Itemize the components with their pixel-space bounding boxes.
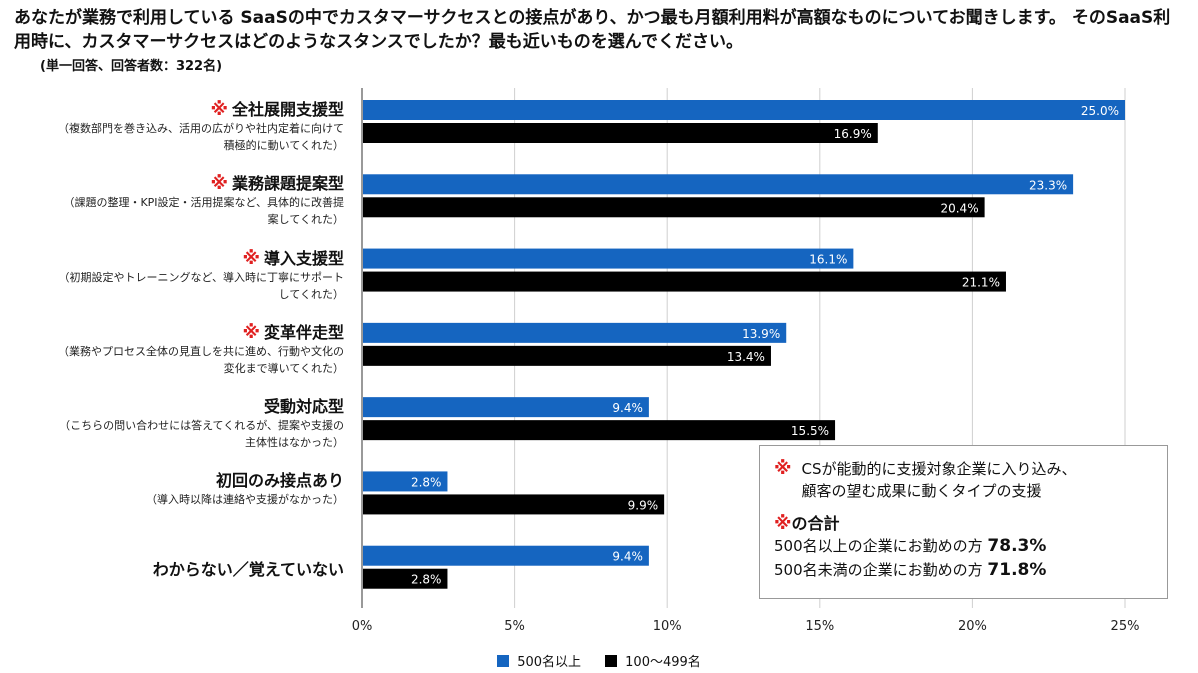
- category-mark-3: ※: [242, 321, 260, 343]
- chart-title: あなたが業務で利用している SaaSの中でカスタマーサクセスとの接点があり、かつ…: [14, 8, 1171, 52]
- x-tick-label-20: 20%: [958, 619, 987, 634]
- category-desc-0: （複数部門を巻き込み、活用の広がりや社内定着に向けて積極的に動いてくれた）: [58, 122, 344, 152]
- legend-label-large: 500名以上: [517, 655, 582, 670]
- bar-1-4: [363, 420, 836, 441]
- legend: 500名以上 100〜499名: [0, 651, 1198, 671]
- note-small-label: 500名未満の企業にお勤めの方: [774, 561, 983, 579]
- data-label-1-0: 16.9%: [834, 127, 872, 141]
- data-label-0-6: 9.4%: [612, 550, 643, 564]
- category-mark-2: ※: [242, 247, 260, 269]
- data-label-0-5: 2.8%: [411, 475, 442, 489]
- data-label-1-4: 15.5%: [791, 424, 829, 438]
- data-label-0-4: 9.4%: [612, 401, 643, 415]
- note-definition-line1: CSが能動的に支援対象企業に入り込み、: [801, 460, 1077, 478]
- note-definition-line2: 顧客の望む成果に動くタイプの支援: [801, 482, 1042, 500]
- bar-1-2: [363, 271, 1006, 292]
- bar-0-4: [363, 397, 649, 418]
- category-title-1: ※ 業務課題提案型: [210, 170, 344, 194]
- data-label-1-6: 2.8%: [411, 573, 442, 587]
- category-title-6: わからない／覚えていない: [153, 556, 344, 580]
- category-title-4: 受動対応型: [264, 393, 344, 417]
- category-title-text-1: 業務課題提案型: [231, 174, 344, 194]
- category-mark-0: ※: [210, 99, 228, 120]
- bar-1-0: [363, 123, 878, 143]
- x-tick-label-25: 25%: [1111, 619, 1140, 634]
- category-desc-5: （導入時以降は連絡や支援がなかった）: [146, 493, 344, 507]
- legend-swatch-large: [497, 654, 510, 667]
- bar-1-1: [363, 197, 985, 218]
- category-title-0: ※ 全社展開支援型: [210, 96, 344, 120]
- data-label-0-0: 25.0%: [1081, 104, 1119, 118]
- data-label-1-2: 21.1%: [962, 276, 1000, 290]
- note-sum-mark: ※: [774, 513, 792, 534]
- note-small-value: 71.8%: [987, 560, 1047, 580]
- category-title-text-6: わからない／覚えていない: [152, 559, 344, 579]
- data-label-0-2: 16.1%: [809, 253, 847, 267]
- category-title-2: ※ 導入支援型: [242, 245, 344, 269]
- x-tick-label-15: 15%: [805, 619, 834, 634]
- bar-0-3: [363, 322, 787, 343]
- x-tick-label-10: 10%: [653, 619, 682, 634]
- note-large-label: 500名以上の企業にお勤めの方: [774, 537, 983, 555]
- bar-1-3: [363, 345, 771, 366]
- legend-item-small: 100〜499名: [605, 651, 701, 670]
- note-small-line: 500名未満の企業にお勤めの方 71.8%: [774, 558, 1153, 582]
- bar-0-1: [363, 174, 1074, 195]
- legend-swatch-small: [605, 654, 618, 667]
- category-title-text-2: 導入支援型: [263, 248, 344, 268]
- category-title-text-4: 受動対応型: [263, 397, 344, 417]
- category-mark-1: ※: [210, 173, 228, 195]
- bar-1-6: [363, 568, 448, 589]
- chart-subtitle: (単一回答、回答者数：322名): [40, 59, 223, 74]
- note-large-line: 500名以上の企業にお勤めの方 78.3%: [774, 534, 1153, 558]
- x-tick-label-5: 5%: [504, 619, 525, 634]
- data-label-1-3: 13.4%: [727, 350, 765, 364]
- note-sum-title-text: の合計: [791, 514, 840, 533]
- bar-0-0: [363, 100, 1125, 120]
- category-title-text-3: 変革伴走型: [263, 322, 344, 342]
- bar-0-5: [363, 471, 448, 492]
- category-desc-4: （こちらの問い合わせには答えてくれるが、提案や支援の主体性はなかった）: [59, 419, 344, 450]
- data-label-0-1: 23.3%: [1029, 178, 1067, 192]
- category-title-text-5: 初回のみ接点あり: [215, 471, 344, 491]
- data-label-1-5: 9.9%: [628, 498, 659, 512]
- bar-1-5: [363, 494, 665, 515]
- category-desc-3: （業務やプロセス全体の見直しを共に進め、行動や文化の変化まで導いてくれた）: [58, 344, 344, 375]
- category-desc-2: （初期設定やトレーニングなど、導入時に丁寧にサポートしてくれた）: [58, 270, 344, 301]
- category-desc-1: （課題の整理・KPI設定・活用提案など、具体的に改善提案してくれた）: [63, 196, 344, 227]
- category-title-text-0: 全社展開支援型: [231, 100, 344, 119]
- note-sum-title: ※の合計: [774, 510, 1153, 534]
- x-tick-label-0: 0%: [352, 619, 373, 634]
- legend-label-small: 100〜499名: [625, 655, 701, 670]
- data-label-0-3: 13.9%: [742, 327, 780, 341]
- bar-0-6: [363, 545, 649, 566]
- note-mark: ※: [774, 458, 792, 479]
- data-label-1-1: 20.4%: [940, 201, 978, 215]
- legend-item-large: 500名以上: [497, 651, 581, 670]
- note-large-value: 78.3%: [987, 536, 1047, 556]
- category-title-5: 初回のみ接点あり: [216, 467, 344, 491]
- category-title-3: ※ 変革伴走型: [242, 319, 344, 343]
- note-definition: ※ CSが能動的に支援対象企業に入り込み、 顧客の望む成果に動くタイプの支援: [774, 458, 1153, 502]
- bar-0-2: [363, 248, 854, 269]
- note-box: ※ CSが能動的に支援対象企業に入り込み、 顧客の望む成果に動くタイプの支援 ※…: [759, 445, 1168, 599]
